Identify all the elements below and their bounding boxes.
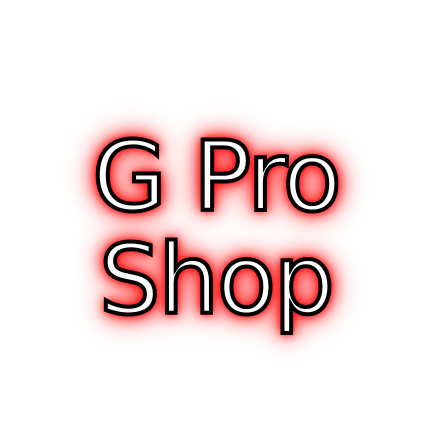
logo-text-line-1: G Pro: [90, 121, 343, 233]
logo-text-line-2: Shop: [97, 224, 336, 336]
